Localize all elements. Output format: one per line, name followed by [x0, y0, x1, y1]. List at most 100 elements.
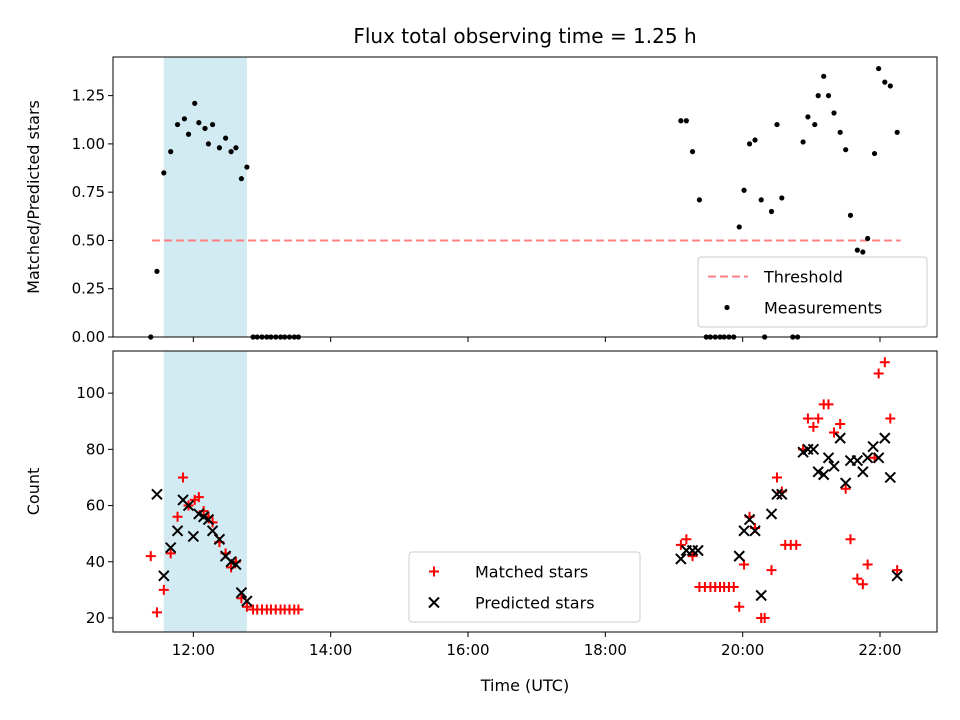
- count-panel: 20 40 60 80 100 12:00 14:00 16:00 18:00 20:00 22:0…: [24, 350, 938, 659]
- measurement-point: [758, 197, 764, 203]
- predicted-star-point: [861, 452, 874, 464]
- measurement-point: [209, 121, 216, 128]
- matched-star-point: [687, 551, 698, 562]
- predicted-star-point: [738, 525, 750, 537]
- matched-star-point: [857, 579, 868, 590]
- measurement-point: [854, 247, 860, 253]
- measurement-point: [683, 118, 689, 124]
- measurement-point: [860, 249, 866, 255]
- measurement-point: [181, 116, 188, 122]
- predicted-star-point: [828, 460, 840, 472]
- predicted-star-point: [171, 525, 184, 537]
- matched-star-point: [681, 534, 692, 545]
- predicted-star-point: [834, 432, 846, 444]
- legend-label: Threshold: [763, 268, 843, 287]
- measurement-point: [168, 149, 174, 155]
- ratio-panel: 0.00 0.25 0.50 0.75 1.00 1.25 Matched/Predicte…: [24, 56, 938, 346]
- series-predicted-stars: [151, 432, 903, 607]
- predicted-star-point: [879, 432, 891, 444]
- measurement-point: [843, 147, 849, 153]
- predicted-star-point: [817, 468, 830, 481]
- predicted-star-point: [776, 488, 788, 501]
- matched-star-point: [172, 511, 183, 522]
- predicted-star-point: [867, 440, 879, 453]
- predicted-star-point: [807, 443, 820, 456]
- measurement-point: [228, 149, 234, 155]
- measurement-point: [216, 145, 223, 151]
- measurement-point: [154, 268, 160, 274]
- measurement-point: [746, 141, 753, 147]
- y-tick-label: 100: [76, 384, 105, 402]
- measurement-point: [815, 93, 821, 99]
- predicted-star-point: [857, 466, 869, 478]
- measurement-point: [678, 118, 684, 124]
- matched-star-point: [293, 604, 304, 615]
- observing-window-span: [163, 57, 247, 337]
- plot-frame: [112, 56, 938, 338]
- measurement-point: [689, 149, 696, 155]
- matched-star-point: [791, 539, 802, 550]
- matched-star-point: [675, 539, 686, 550]
- y-axis-label: Matched/Predicted stars: [24, 100, 43, 294]
- predicted-star-point: [202, 513, 215, 526]
- measurement-point: [847, 212, 854, 218]
- predicted-star-point: [822, 452, 835, 464]
- predicted-star-point: [675, 553, 687, 565]
- matched-star-point: [734, 601, 745, 612]
- measurement-point: [174, 121, 181, 128]
- matched-star-point: [823, 399, 834, 410]
- matched-star-point: [808, 421, 819, 432]
- measurement-point: [871, 150, 878, 157]
- y-tick-label: 40: [86, 553, 105, 571]
- measurement-point: [821, 73, 827, 79]
- y-tick-label: 0.00: [72, 328, 105, 346]
- predicted-star-point: [151, 488, 163, 501]
- predicted-star-point: [765, 508, 778, 520]
- predicted-star-point: [164, 541, 177, 554]
- matched-star-point: [766, 565, 777, 576]
- predicted-star-point: [755, 589, 767, 602]
- matched-star-point: [840, 483, 851, 494]
- matched-star-point: [873, 368, 884, 379]
- predicted-star-point: [749, 525, 761, 537]
- predicted-star-point: [182, 499, 195, 512]
- matched-star-point: [852, 573, 863, 584]
- predicted-star-point: [158, 570, 170, 582]
- matched-star-point: [158, 584, 169, 595]
- legend-box: [408, 551, 641, 623]
- series-matched-stars: [145, 357, 903, 623]
- series-measurements: [148, 65, 900, 340]
- matched-star-point: [885, 413, 896, 424]
- measurement-point: [837, 129, 843, 135]
- y-tick-label: 0.50: [72, 231, 105, 249]
- matched-star-point: [862, 559, 873, 570]
- measurement-point: [865, 235, 871, 242]
- measurement-point: [887, 83, 893, 89]
- measurement-point: [233, 145, 239, 151]
- predicted-star-point: [872, 452, 885, 464]
- matched-star-point: [892, 565, 903, 576]
- predicted-star-point: [230, 558, 242, 571]
- measurement-point: [805, 114, 811, 120]
- x-tick-label: 22:00: [858, 641, 901, 659]
- predicted-star-point: [812, 466, 824, 478]
- measurement-point: [825, 93, 832, 99]
- legend-matched-swatch: [429, 566, 439, 577]
- matched-star-point: [151, 607, 162, 618]
- predicted-star-point: [891, 570, 903, 582]
- y-tick-label: 0.25: [72, 280, 105, 298]
- x-tick-label: 12:00: [172, 641, 215, 659]
- matched-star-point: [879, 357, 890, 368]
- measurement-point: [774, 121, 780, 128]
- matched-star-point: [728, 582, 739, 593]
- y-tick-label: 20: [86, 609, 105, 627]
- predicted-star-point: [839, 477, 852, 489]
- measurement-point: [185, 131, 192, 137]
- predicted-star-point: [771, 488, 783, 501]
- matched-star-point: [813, 413, 824, 424]
- measurement-point: [205, 141, 212, 147]
- x-tick-label: 14:00: [309, 641, 352, 659]
- matched-star-point: [802, 413, 813, 424]
- measurement-point: [800, 139, 806, 145]
- predicted-star-point: [213, 533, 226, 545]
